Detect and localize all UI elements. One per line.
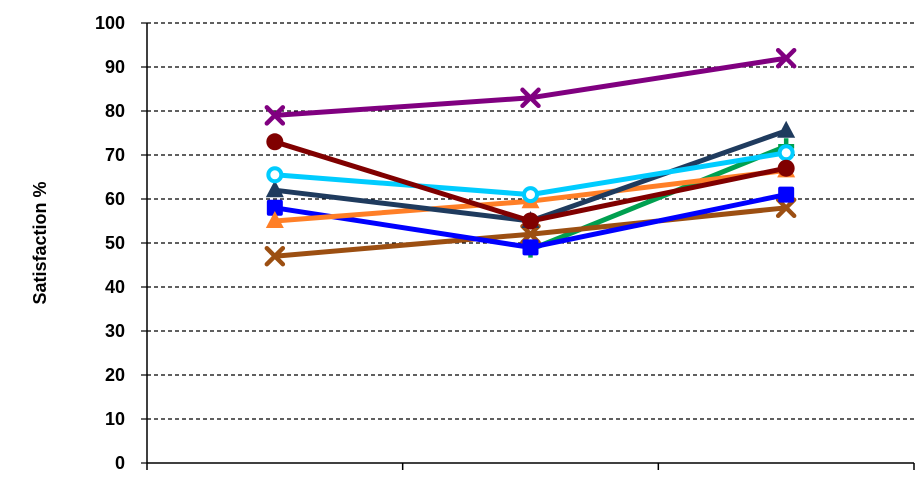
series-5-point-1 xyxy=(522,239,539,256)
y-tick-label-0: 0 xyxy=(115,453,125,473)
series-1-point-2 xyxy=(777,159,795,177)
y-tick-label-60: 60 xyxy=(105,189,125,209)
y-tick-label-80: 80 xyxy=(105,101,125,121)
series-0-point-1 xyxy=(520,87,541,109)
y-tick-label-70: 70 xyxy=(105,145,125,165)
y-tick-label-40: 40 xyxy=(105,277,125,297)
series-3-point-0 xyxy=(265,180,284,198)
series-0 xyxy=(264,47,797,126)
series-2 xyxy=(266,144,795,204)
series-5 xyxy=(266,186,795,256)
series-1-point-0 xyxy=(266,133,284,151)
series-1-point-1 xyxy=(522,212,539,230)
series-4-point-0 xyxy=(265,211,284,228)
axes xyxy=(141,22,915,470)
y-tick-label-30: 30 xyxy=(105,321,125,341)
y-tick-label-20: 20 xyxy=(105,365,125,385)
series-2-point-0 xyxy=(266,166,284,184)
series-5-point-0 xyxy=(266,199,283,216)
y-tick-label-100: 100 xyxy=(95,13,125,33)
series-2-point-1 xyxy=(522,186,539,204)
series-lines xyxy=(264,47,797,267)
series-5-point-2 xyxy=(778,186,795,203)
series-0-point-0 xyxy=(264,105,286,126)
series-6-point-0 xyxy=(264,245,286,267)
series-7-line xyxy=(528,143,789,253)
y-tick-label-90: 90 xyxy=(105,57,125,77)
series-0-point-2 xyxy=(775,47,797,69)
y-tick-label-10: 10 xyxy=(105,409,125,429)
y-tick-labels: 0 10 20 30 40 50 60 70 80 90 100 xyxy=(95,13,125,473)
y-axis-label: Satisfaction % xyxy=(30,181,50,304)
series-2-point-2 xyxy=(777,144,795,162)
series-1 xyxy=(266,133,795,230)
y-tick-label-50: 50 xyxy=(105,233,125,253)
series-3-point-2 xyxy=(777,120,796,138)
